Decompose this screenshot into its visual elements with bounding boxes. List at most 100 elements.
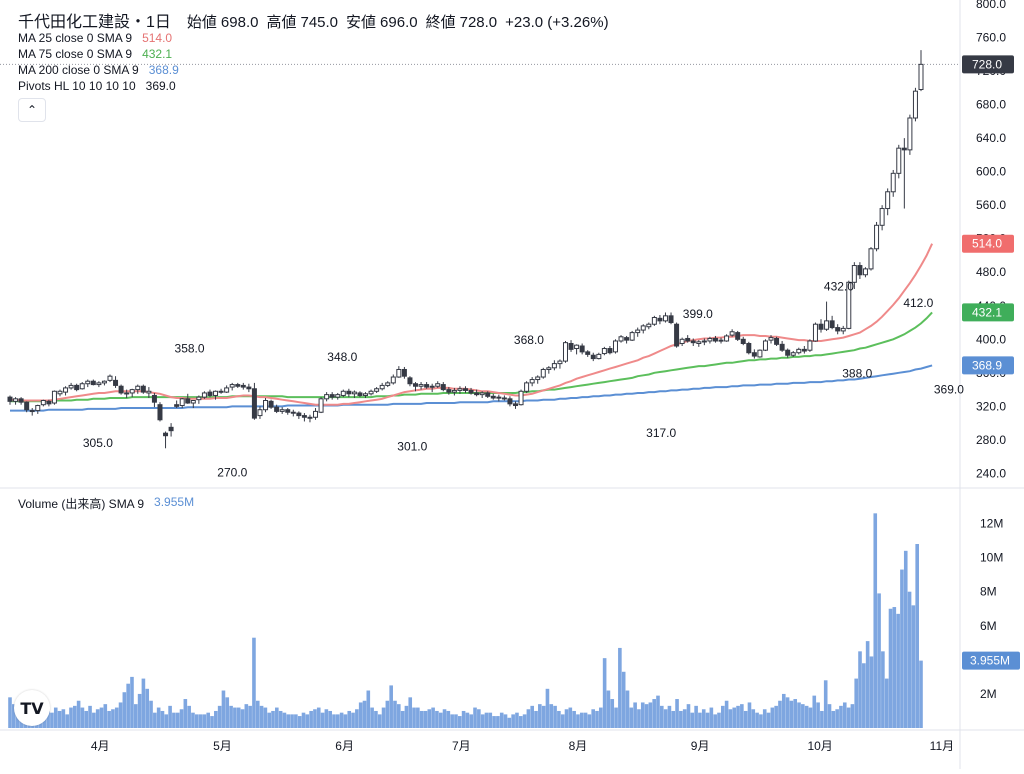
indicator-ma75[interactable]: MA 75 close 0 SMA 9 432.1 (18, 46, 609, 62)
symbol-name[interactable]: 千代田化工建設・1日 (18, 14, 171, 31)
candle (74, 383, 80, 392)
candle-body (579, 345, 585, 353)
price-tick-label: 400.0 (976, 332, 1006, 346)
candle-body (151, 394, 157, 403)
candle (624, 335, 630, 344)
indicator-ma200[interactable]: MA 200 close 0 SMA 9 368.9 (18, 62, 609, 78)
candle (679, 337, 685, 347)
pivot-label: 358.0 (175, 342, 205, 356)
volume-bar (530, 705, 535, 728)
candle (707, 336, 713, 344)
tradingview-logo-icon[interactable]: TV (14, 690, 50, 726)
candle (357, 391, 363, 398)
candle (468, 387, 474, 395)
candle-body (696, 341, 702, 344)
volume-bar (438, 712, 443, 728)
candle-body (129, 389, 135, 394)
volume-bar (442, 709, 447, 728)
volume-tick-label: 8M (980, 585, 997, 599)
candle (424, 382, 430, 389)
candle (463, 386, 468, 393)
volume-bar (892, 607, 897, 728)
volume-bar (236, 707, 241, 728)
volume-bar (366, 690, 371, 728)
candle-body (601, 348, 607, 355)
ma25-line (10, 243, 934, 406)
volume-bar (557, 710, 561, 728)
candle-body (185, 398, 191, 404)
volume-axis-label-bg (962, 651, 1020, 670)
moving-averages (10, 243, 934, 412)
indicator-value: 369.0 (145, 79, 176, 93)
candle-body (235, 384, 241, 387)
volume-bar (751, 709, 756, 728)
candle-body (596, 353, 602, 360)
candle-body (301, 415, 307, 418)
volume-bar (614, 707, 618, 728)
candle (824, 301, 830, 331)
volume-legend[interactable]: Volume (出来高) SMA 9 3.955M (18, 495, 194, 512)
volume-bar (804, 705, 809, 728)
candle (251, 382, 257, 420)
volume-bars (8, 513, 923, 728)
candle (107, 374, 113, 383)
volume-bar (606, 690, 611, 728)
volume-bar (698, 712, 702, 728)
collapse-legend-button[interactable]: ⌃ (18, 98, 46, 122)
candle-body (246, 386, 252, 390)
candle-body (118, 385, 124, 394)
volume-bar (732, 707, 737, 728)
candle-body (618, 336, 624, 342)
chart-legend: 千代田化工建設・1日 始値 698.0 高値 745.0 安値 696.0 終値 728… (18, 8, 609, 94)
candle (885, 188, 891, 216)
candle-body (651, 317, 657, 325)
indicator-pivots[interactable]: Pivots HL 10 10 10 10 369.0 (18, 78, 609, 94)
candle (818, 319, 824, 333)
candle-body (401, 368, 407, 377)
candle-body (540, 368, 546, 378)
candle-body (146, 390, 152, 394)
candle-body (257, 409, 263, 417)
candle (440, 382, 446, 392)
candle-body (529, 379, 535, 384)
volume-bar (633, 702, 637, 728)
candle (579, 343, 585, 355)
volume-bar (827, 704, 832, 728)
volume-bar (496, 716, 500, 728)
volume-bar (46, 710, 50, 728)
candle (751, 349, 757, 359)
volume-bar (629, 707, 634, 728)
candle-body (324, 394, 330, 400)
indicator-ma25[interactable]: MA 25 close 0 SMA 9 514.0 (18, 30, 609, 46)
volume-bar (675, 699, 679, 728)
volume-bar (671, 710, 676, 728)
candle-body (912, 90, 918, 119)
candle (668, 312, 674, 325)
candle-body (585, 351, 591, 355)
volume-bar (191, 712, 195, 728)
candle-body (335, 394, 341, 398)
candle-body (746, 342, 752, 354)
volume-bar (492, 716, 496, 728)
candle (540, 367, 546, 379)
candle-body (685, 337, 691, 342)
volume-bar (621, 671, 626, 728)
price-tick-label: 800.0 (976, 0, 1006, 11)
volume-bar (12, 704, 16, 728)
candle (390, 374, 396, 385)
candle (585, 350, 591, 357)
candle-body (557, 360, 563, 365)
candle (413, 382, 419, 392)
volume-bar (781, 693, 786, 728)
candle-body (457, 388, 463, 391)
volume-bar (99, 707, 104, 728)
price-tick-label: 240.0 (976, 466, 1006, 480)
candle (640, 324, 646, 334)
candle (596, 352, 602, 360)
volume-bar (252, 637, 256, 728)
volume-bar (755, 712, 759, 728)
candle (529, 377, 535, 387)
volume-bar (538, 704, 542, 728)
